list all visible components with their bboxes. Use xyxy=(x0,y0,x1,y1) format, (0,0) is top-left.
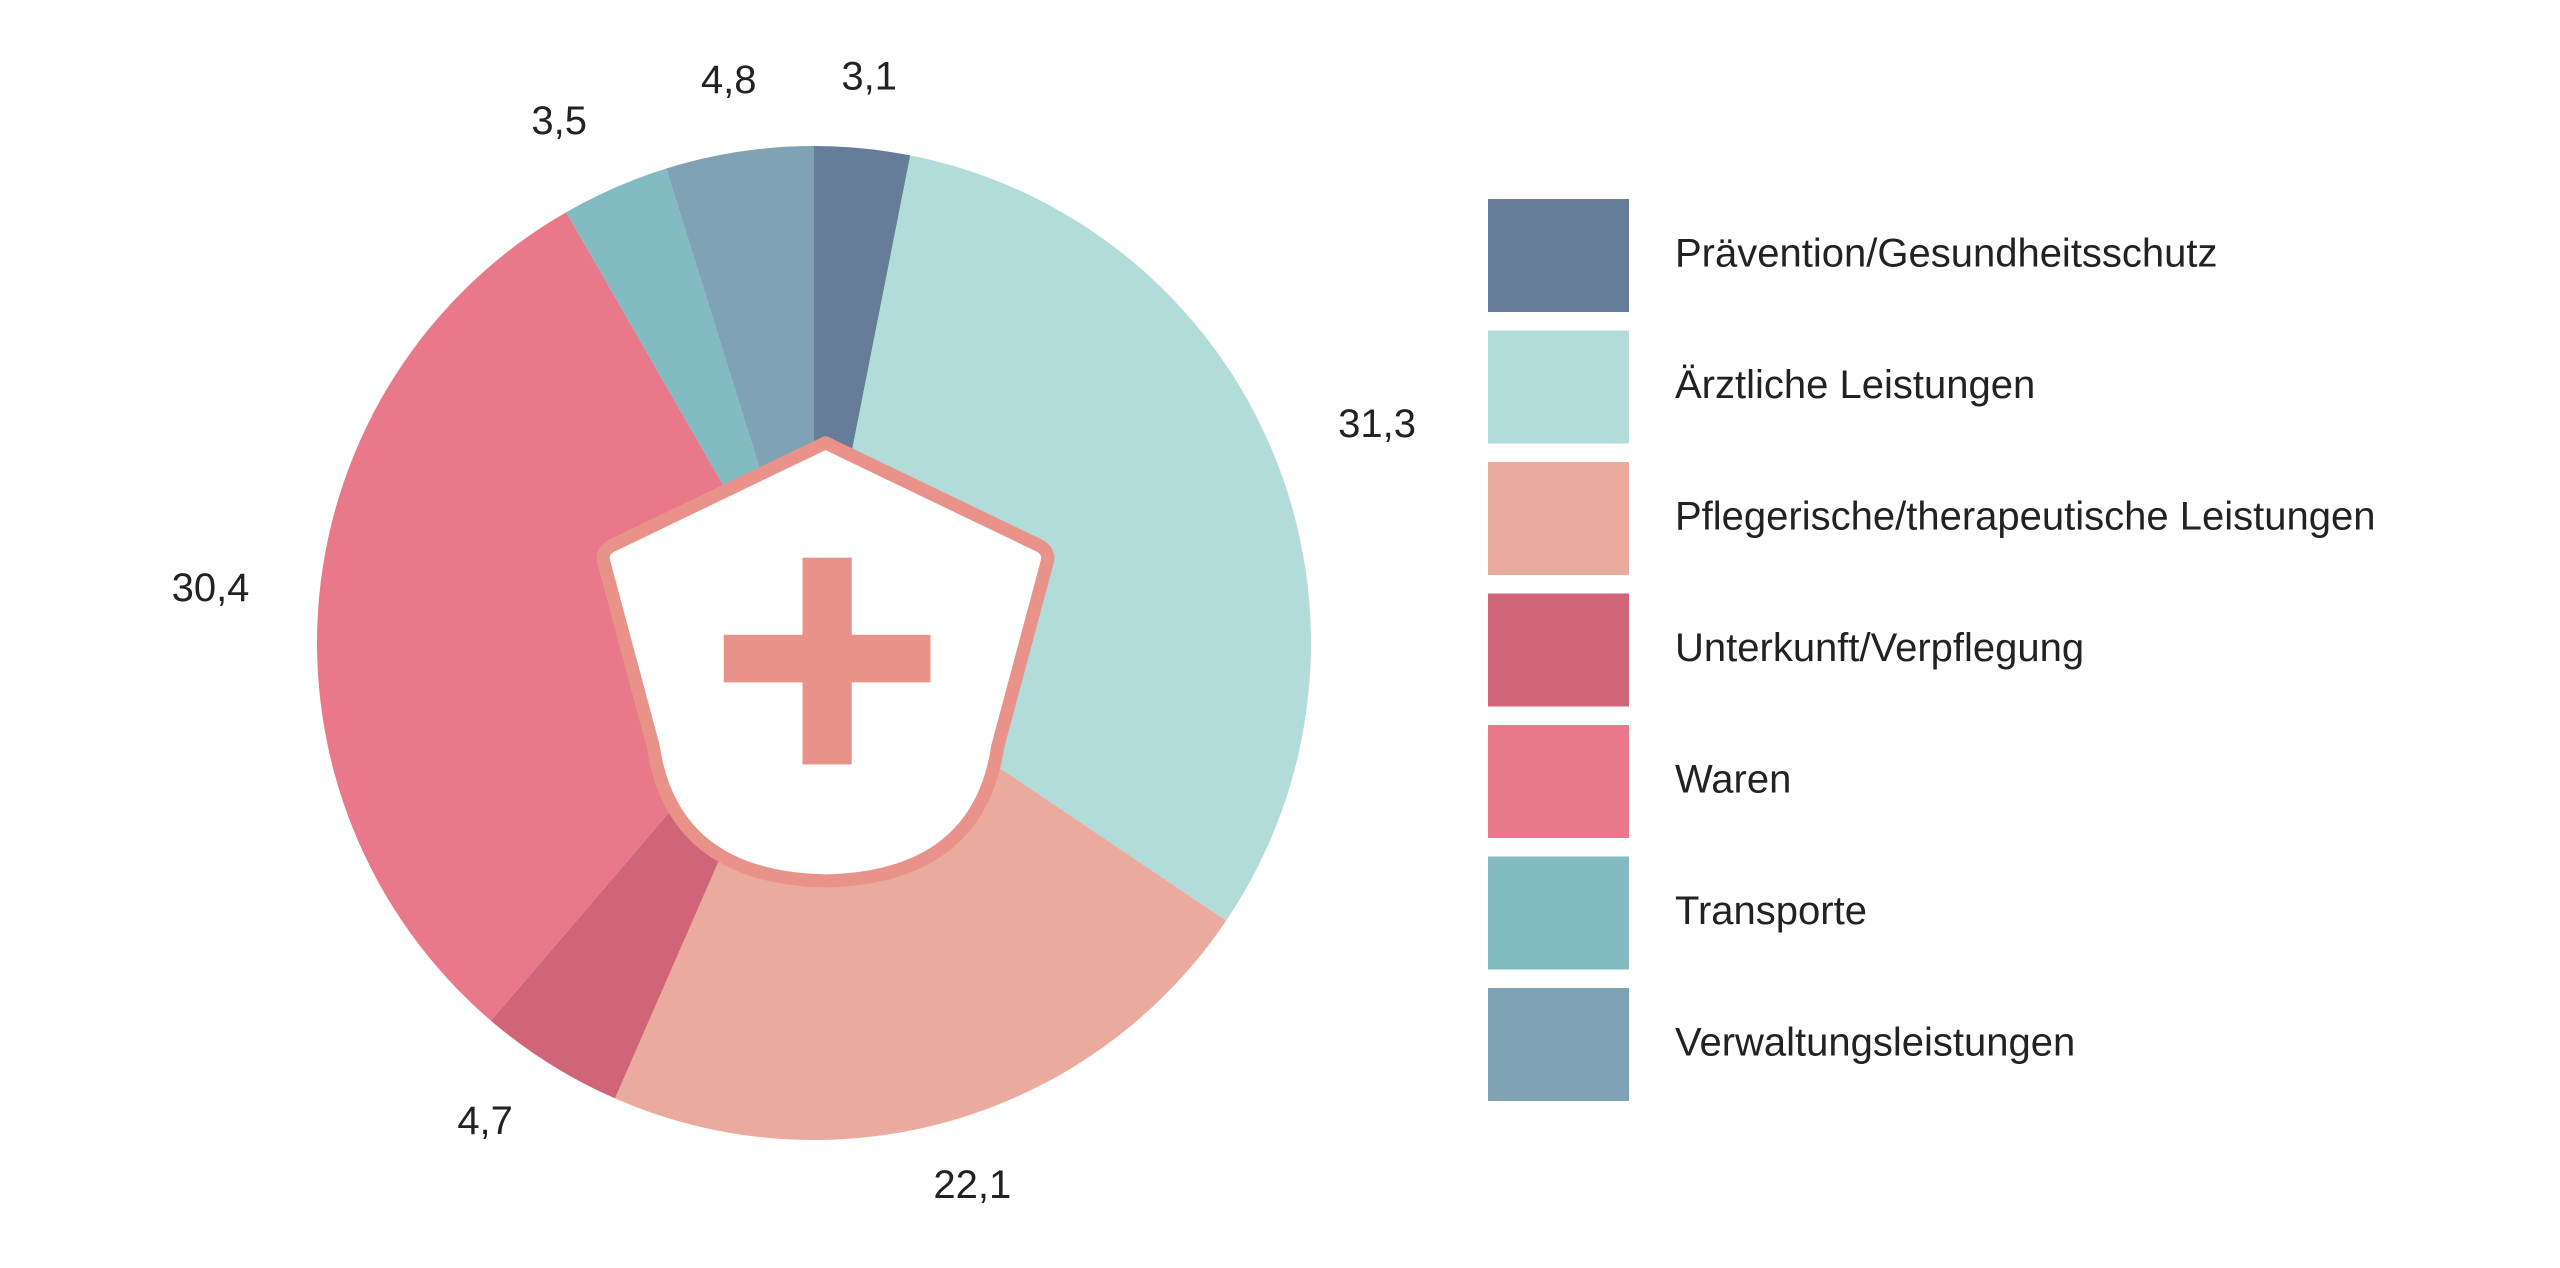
legend-label: Waren xyxy=(1675,758,1791,802)
legend-label: Verwaltungsleistungen xyxy=(1675,1021,2075,1065)
legend-label: Prävention/Gesundheitsschutz xyxy=(1675,232,2218,276)
legend-swatch xyxy=(1488,725,1629,838)
data-label: 3,5 xyxy=(531,99,587,143)
legend-swatch xyxy=(1488,462,1629,575)
cross-horizontal xyxy=(723,634,931,683)
legend-swatch xyxy=(1488,988,1629,1101)
legend-label: Ärztliche Leistungen xyxy=(1675,363,2035,407)
legend-swatch xyxy=(1488,593,1629,707)
legend-swatch xyxy=(1488,856,1629,970)
data-label: 30,4 xyxy=(172,566,250,610)
data-label: 31,3 xyxy=(1338,402,1416,446)
data-label: 22,1 xyxy=(933,1163,1011,1207)
data-label: 4,8 xyxy=(701,58,757,102)
data-label: 4,7 xyxy=(457,1099,513,1143)
shield-icon xyxy=(596,436,1055,888)
pie-slice xyxy=(814,155,1311,921)
legend-label: Unterkunft/Verpflegung xyxy=(1675,626,2084,670)
legend-swatch xyxy=(1488,199,1629,312)
legend-label: Transporte xyxy=(1675,889,1867,933)
pie-slice xyxy=(316,212,814,1021)
data-label: 3,1 xyxy=(841,54,897,98)
legend-label: Pflegerische/therapeutische Leistungen xyxy=(1675,495,2375,539)
legend-swatch xyxy=(1488,330,1629,444)
